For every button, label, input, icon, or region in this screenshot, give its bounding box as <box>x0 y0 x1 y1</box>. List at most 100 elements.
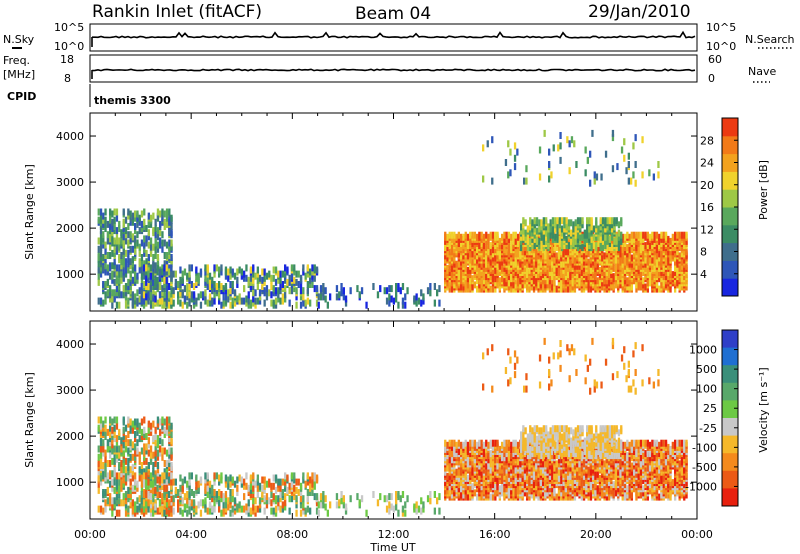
power-cell <box>570 242 573 250</box>
power-cell <box>558 227 561 235</box>
power-cell <box>485 244 488 252</box>
velocity-cell <box>293 472 296 480</box>
power-cell <box>315 285 319 293</box>
velocity-cell <box>136 447 139 455</box>
power-cell <box>270 274 273 282</box>
power-cell <box>587 271 590 279</box>
power-cell <box>514 231 517 239</box>
power-cell <box>118 254 121 261</box>
power-cell <box>448 252 451 260</box>
velocity-cell <box>104 499 107 507</box>
power-cell <box>606 237 609 245</box>
power-cell <box>258 274 262 282</box>
power-cell <box>247 301 250 309</box>
velocity-cell <box>460 441 463 449</box>
power-cell <box>478 231 481 239</box>
velocity-cell <box>143 457 146 465</box>
power-cell <box>608 240 611 247</box>
power-cell <box>601 233 605 241</box>
power-cell <box>501 264 504 272</box>
velocity-cell <box>165 507 168 515</box>
power-cell <box>523 281 527 289</box>
power-cell <box>97 208 100 216</box>
velocity-cell <box>127 416 130 424</box>
power-cell <box>542 231 545 239</box>
power-cell <box>533 221 536 229</box>
velocity-cell <box>149 445 153 453</box>
velocity-cell <box>140 497 143 505</box>
power-cell <box>256 297 259 305</box>
power-cell <box>583 229 586 237</box>
velocity-cell <box>129 453 132 461</box>
velocity-cell <box>163 509 166 517</box>
velocity-cell <box>113 470 116 478</box>
power-cell <box>143 223 146 230</box>
power-cell <box>106 252 109 259</box>
power-cell <box>181 276 184 284</box>
power-cell <box>671 233 674 241</box>
power-cell <box>204 297 207 305</box>
velocity-cell <box>206 484 209 492</box>
power-cell <box>249 278 253 286</box>
power-cell <box>317 301 320 309</box>
velocity-cell <box>136 418 139 426</box>
power-cell <box>136 272 139 280</box>
velocity-cell <box>170 495 173 503</box>
power-cell <box>286 278 289 286</box>
power-cell <box>136 289 139 297</box>
power-ylabel: Slant Range [km] <box>23 164 36 260</box>
power-cell <box>102 254 105 261</box>
velocity-cell <box>165 468 169 476</box>
power-cell <box>560 281 563 289</box>
power-cell <box>448 264 451 272</box>
power-cell <box>676 240 679 247</box>
power-cell <box>554 225 557 233</box>
power-cell <box>113 237 116 245</box>
power-cell <box>329 293 332 301</box>
power-cell <box>138 266 141 274</box>
power-cell <box>181 301 184 309</box>
power-cell <box>192 291 196 299</box>
power-cell <box>651 277 654 285</box>
power-cell <box>623 233 627 241</box>
power-cell <box>115 227 119 235</box>
velocity-cell <box>122 441 125 449</box>
power-cell <box>589 266 593 274</box>
velocity-cell <box>233 480 237 488</box>
velocity-cell <box>124 478 128 486</box>
power-cell <box>626 283 629 291</box>
velocity-cell <box>165 460 169 467</box>
power-cell <box>149 264 152 272</box>
velocity-cell <box>462 454 465 462</box>
power-cell <box>601 244 605 252</box>
velocity-cell <box>397 509 400 517</box>
power-cell <box>104 256 107 264</box>
velocity-cell <box>134 509 137 517</box>
nsearch-label: N.Search <box>745 33 795 46</box>
velocity-cell <box>277 484 280 492</box>
power-cell <box>124 216 128 224</box>
power-cell <box>632 142 635 150</box>
power-cell <box>122 268 125 276</box>
velocity-cell <box>270 491 273 498</box>
velocity-cell <box>295 478 298 486</box>
power-cell <box>519 250 522 258</box>
velocity-cell <box>179 507 182 515</box>
power-cell <box>621 233 624 241</box>
velocity-cell <box>220 472 223 480</box>
velocity-cell <box>156 462 160 469</box>
power-cell <box>231 268 234 276</box>
power-cell <box>509 169 512 177</box>
power-cell <box>104 266 107 274</box>
power-cell <box>557 279 561 287</box>
power-cell <box>608 223 611 231</box>
velocity-cell <box>97 445 100 453</box>
power-cell <box>288 299 291 307</box>
power-cell <box>177 297 180 305</box>
power-cell <box>614 252 618 260</box>
power-cell <box>588 225 591 233</box>
velocity-cell <box>263 507 266 515</box>
power-cell <box>626 244 629 252</box>
power-cell <box>567 275 570 283</box>
